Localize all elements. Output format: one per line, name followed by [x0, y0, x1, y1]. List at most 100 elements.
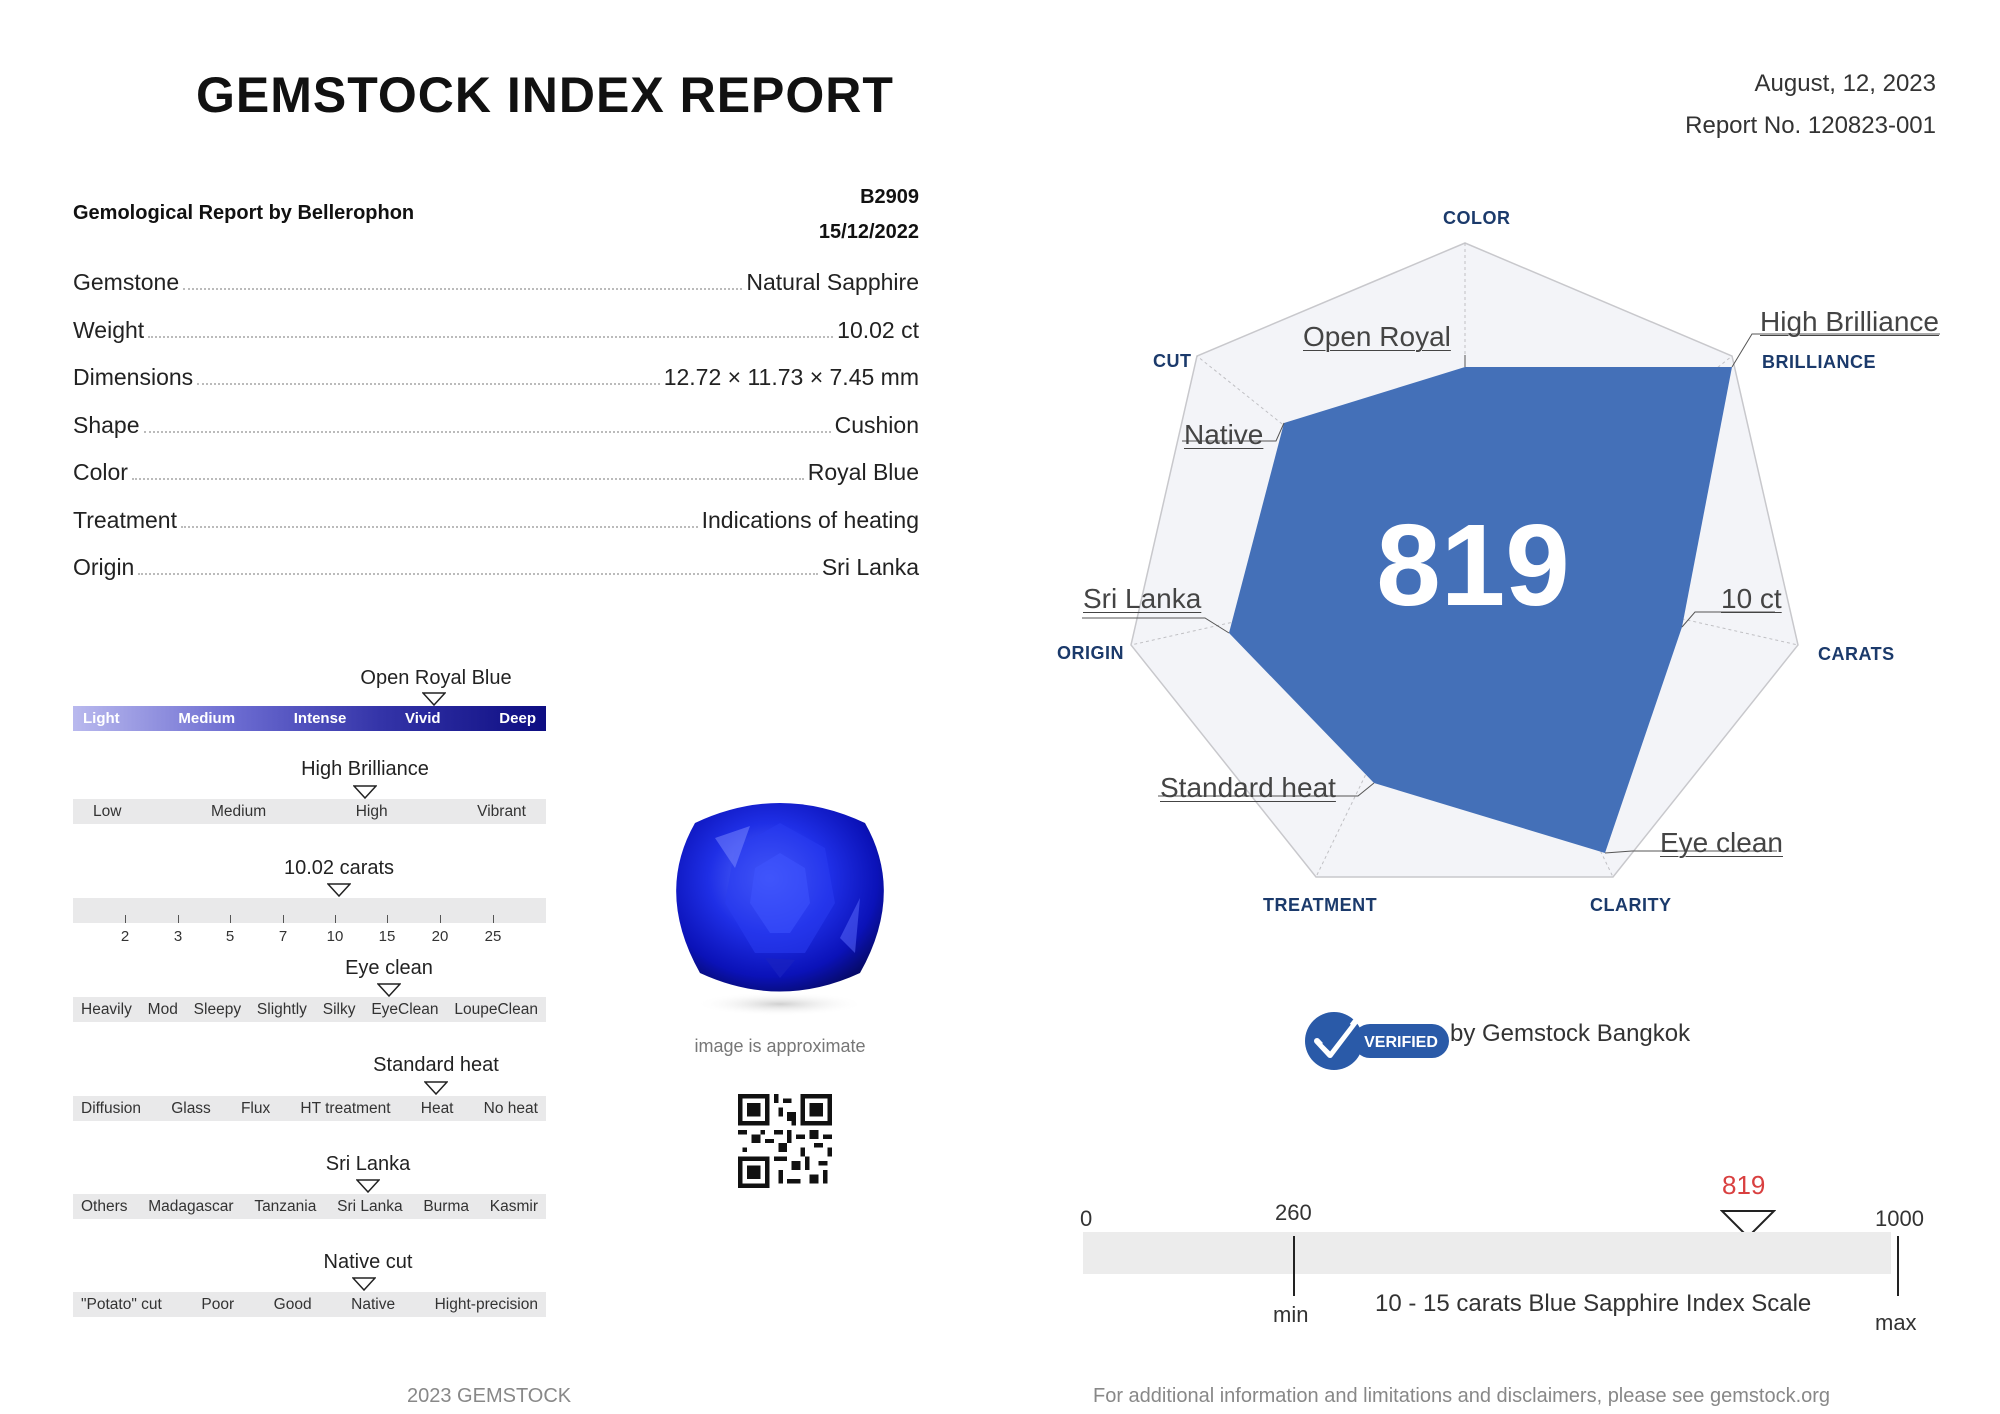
radar-axis-cut: CUT [1153, 351, 1192, 371]
index-scale-bar [1083, 1232, 1891, 1274]
spec-row-shape: Shape Cushion [73, 409, 919, 439]
color-step: Medium [178, 710, 236, 727]
cut-step: "Potato" cut [81, 1295, 162, 1313]
carats-tick [178, 915, 179, 923]
origin-scale-bar: Others Madagascar Tanzania Sri Lanka Bur… [73, 1194, 546, 1219]
index-scale-min-line [1293, 1236, 1295, 1296]
origin-step: Tanzania [254, 1197, 317, 1215]
carats-scale-marker-label: 10.02 carats [283, 857, 395, 879]
brilliance-step: Vibrant [477, 802, 526, 820]
spec-row-weight: Weight 10.02 ct [73, 314, 919, 344]
brilliance-step: Medium [211, 802, 267, 820]
treatment-step: Flux [240, 1099, 271, 1117]
index-scale-min-label: min [1273, 1302, 1309, 1327]
verified-badge: VERIFIED [1303, 1010, 1453, 1077]
radar-axis-color: COLOR [1443, 208, 1511, 228]
spec-key: Dimensions [73, 364, 194, 390]
carats-tick [387, 915, 388, 923]
index-scale-max-label: max [1875, 1310, 1917, 1335]
carats-tick [440, 915, 441, 923]
report-number: Report No. 120823-001 [1685, 112, 1936, 139]
color-step: Intense [293, 710, 347, 727]
cut-scale-bar: "Potato" cut Poor Good Native Hight-prec… [73, 1292, 546, 1317]
treatment-step: Glass [171, 1099, 211, 1117]
gem-image-caption: image is approximate [694, 1036, 866, 1056]
cut-step: Hight-precision [434, 1295, 538, 1313]
index-scale-low: 260 [1275, 1200, 1312, 1225]
radar-axis-carats: CARATS [1818, 644, 1895, 664]
radar-value-treatment: Standard heat [1160, 772, 1336, 803]
radar-value-polygon [1229, 367, 1732, 853]
spec-key: Gemstone [73, 269, 180, 295]
treatment-scale-bar: Diffusion Glass Flux HT treatment Heat N… [73, 1096, 546, 1121]
treatment-step: Diffusion [81, 1099, 142, 1117]
radar-value-carats: 10 ct [1721, 583, 1782, 614]
cut-scale-marker-label: Native cut [323, 1251, 413, 1273]
spec-value: Indications of heating [701, 507, 919, 533]
treatment-scale-marker-label: Standard heat [373, 1054, 499, 1076]
lab-report-date: 15/12/2022 [818, 221, 919, 243]
brilliance-scale-marker-label: High Brilliance [301, 758, 429, 780]
radar-axis-clarity: CLARITY [1590, 895, 1672, 915]
spec-row-dimensions: Dimensions 12.72 × 11.73 × 7.45 mm [73, 361, 919, 391]
index-scale-score: 819 [1722, 1170, 1766, 1200]
origin-step: Others [81, 1197, 128, 1215]
treatment-step: No heat [483, 1099, 538, 1117]
radar-value-color: Open Royal [1303, 321, 1451, 352]
brilliance-step: High [355, 802, 388, 820]
origin-step: Sri Lanka [337, 1197, 403, 1215]
color-step: Deep [499, 710, 536, 727]
verified-badge-text: VERIFIED [1364, 1034, 1438, 1051]
spec-value: Cushion [834, 412, 919, 438]
radar-axis-origin: ORIGIN [1057, 643, 1125, 663]
origin-scale-marker-label: Sri Lanka [325, 1153, 411, 1175]
radar-axis-brilliance: BRILLIANCE [1762, 352, 1876, 372]
report-title: GEMSTOCK INDEX REPORT [196, 67, 894, 123]
index-scale-start: 0 [1080, 1206, 1093, 1231]
radar-axis-treatment: TREATMENT [1263, 895, 1378, 915]
report-date: August, 12, 2023 [1754, 70, 1936, 97]
spec-row-origin: Origin Sri Lanka [73, 551, 919, 581]
carats-tick [125, 915, 126, 923]
radar-value-origin: Sri Lanka [1083, 583, 1202, 614]
cut-step: Poor [201, 1295, 235, 1313]
spec-value: Royal Blue [807, 459, 919, 485]
clarity-step: EyeClean [371, 1000, 439, 1018]
spec-value: 10.02 ct [837, 317, 919, 343]
index-scale-caption: 10 - 15 carats Blue Sapphire Index Scale [1375, 1290, 1812, 1317]
spec-key: Treatment [73, 507, 177, 533]
verified-by-text: by Gemstock Bangkok [1450, 1020, 1691, 1047]
footer-disclaimer: For additional information and limitatio… [1093, 1385, 1831, 1407]
spec-row-treatment: Treatment Indications of heating [73, 504, 919, 534]
origin-step: Burma [423, 1197, 469, 1215]
brilliance-step: Low [93, 802, 122, 820]
carats-tick-label: 5 [225, 928, 235, 945]
radar-value-cut: Native [1184, 419, 1264, 450]
carats-tick-label: 20 [431, 928, 449, 945]
color-scale-marker-label: Open Royal Blue [360, 667, 512, 689]
spec-row-gemstone: Gemstone Natural Sapphire [73, 266, 919, 296]
brilliance-scale-bar: Low Medium High Vibrant [73, 799, 546, 824]
carats-tick-label: 3 [173, 928, 183, 945]
origin-step: Madagascar [148, 1197, 234, 1215]
spec-key: Origin [73, 554, 135, 580]
carats-tick-label: 10 [326, 928, 344, 945]
spec-value: Natural Sapphire [746, 269, 919, 295]
index-scale-end: 1000 [1875, 1206, 1924, 1231]
clarity-step: Silky [322, 1000, 356, 1018]
index-scale-max-line [1897, 1236, 1899, 1296]
cut-step: Native [351, 1295, 396, 1313]
spec-key: Color [73, 459, 128, 485]
treatment-step: HT treatment [300, 1099, 391, 1117]
clarity-step: Heavily [81, 1000, 132, 1018]
lab-report-title: Gemological Report by Bellerophon [73, 202, 415, 224]
radar-chart [1040, 190, 1952, 955]
treatment-step: Heat [420, 1099, 454, 1117]
index-scale-marker-icon [1719, 1209, 1777, 1244]
clarity-step: LoupeClean [454, 1000, 538, 1018]
cut-step: Good [273, 1295, 312, 1313]
spec-row-color: Color Royal Blue [73, 456, 919, 486]
index-score: 819 [1376, 500, 1570, 630]
spec-value: 12.72 × 11.73 × 7.45 mm [663, 364, 919, 390]
qr-code[interactable] [738, 1094, 832, 1193]
